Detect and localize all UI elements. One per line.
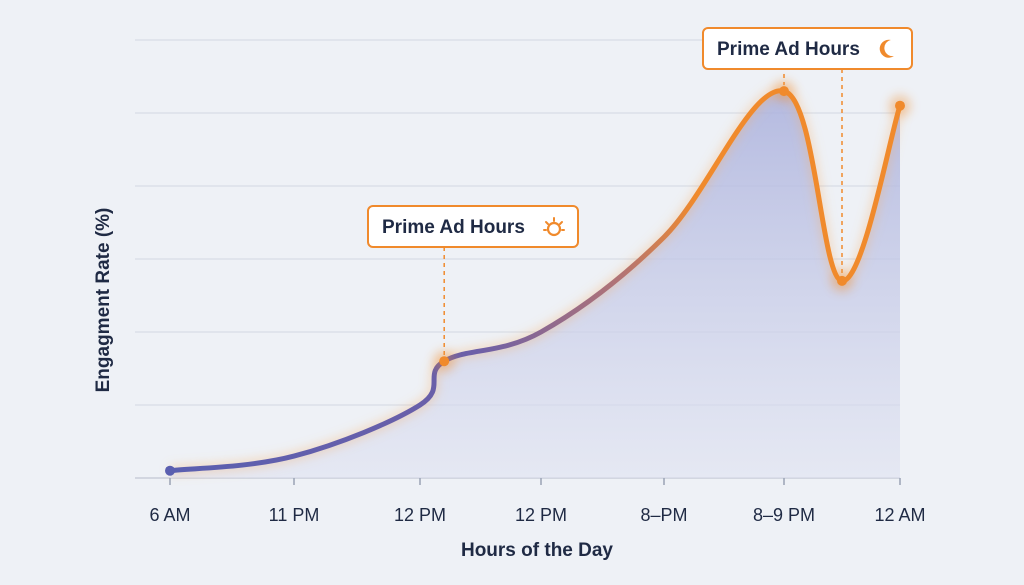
x-tick-label: 12 PM [394,505,446,525]
data-point [837,275,847,286]
callout-label: Prime Ad Hours [382,217,525,238]
y-axis-title: Engagment Rate (%) [93,208,114,393]
x-axis-ticks [169,478,901,485]
x-tick-label: 12 AM [874,505,925,525]
series-path [167,88,903,474]
data-point [779,86,789,97]
x-axis-title: Hours of the Day [461,540,613,561]
x-tick-label: 12 PM [515,505,567,525]
data-point [439,356,450,367]
x-tick-label: 11 PM [269,505,320,525]
x-tick-label: 8–9 PM [753,505,815,525]
x-tick-label: 6 AM [149,505,190,525]
area-fill [170,90,900,478]
area-path [170,90,900,478]
series-line [167,86,905,476]
sun-icon [543,217,565,237]
data-point [895,100,905,111]
moon-icon [879,39,894,58]
callout-frame [702,27,913,70]
data-point [165,465,175,476]
callouts: Prime Ad Hours Prime Ad Hours [367,27,913,248]
x-tick-labels: 6 AM 11 PM 12 PM 12 PM 8–PM 8–9 PM 12 AM [149,505,925,525]
callout-box: Prime Ad Hours [367,205,579,248]
data-points [165,80,911,476]
callout-label: Prime Ad Hours [717,39,860,60]
callout-frame [367,205,579,248]
callout-box: Prime Ad Hours [702,27,913,70]
x-tick-label: 8–PM [640,505,687,525]
